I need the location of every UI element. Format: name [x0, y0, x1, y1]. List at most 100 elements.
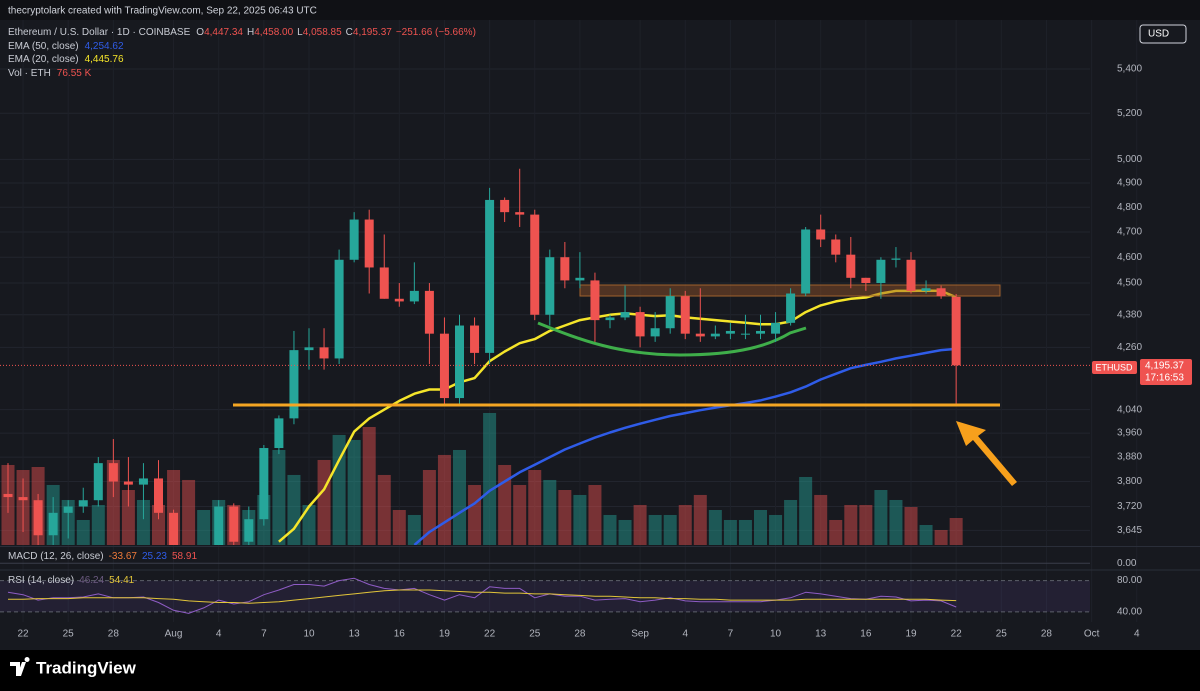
y-tick-label: 4,040 — [1117, 404, 1142, 415]
volume-bar — [483, 412, 497, 545]
top-bar — [0, 0, 1200, 20]
logo-icon — [10, 657, 30, 676]
volume-bar — [889, 499, 903, 545]
candle-body — [725, 330, 735, 334]
volume-bar — [648, 514, 662, 545]
price-tag — [1140, 359, 1192, 385]
volume-bar — [919, 524, 933, 545]
candle-body — [545, 257, 555, 315]
volume-bar — [769, 514, 783, 545]
candle-body — [123, 481, 133, 485]
y-tick-label: 5,200 — [1117, 108, 1142, 119]
symbol-tag — [1092, 361, 1137, 374]
legend-volume: Vol · ETH 76.55 K — [8, 68, 92, 79]
rsi-band — [0, 580, 1090, 612]
candle-body — [169, 512, 179, 545]
candle-body — [951, 296, 961, 366]
macd-legend: MACD (12, 26, close) -33.67 25.23 58.91 — [8, 551, 197, 562]
x-tick-label: 19 — [905, 629, 917, 640]
candle-body — [154, 478, 163, 513]
x-tick-label: Oct — [1084, 629, 1100, 640]
currency-box[interactable] — [1139, 24, 1187, 44]
rsi-ma-line — [8, 589, 957, 604]
candle-body — [786, 293, 796, 323]
volume-bar — [513, 484, 527, 545]
volume-bar — [934, 530, 948, 545]
volume-bar — [272, 449, 286, 545]
x-tick-label: Sep — [631, 629, 649, 640]
candle-body — [289, 350, 299, 419]
y-tick-label: 5,400 — [1117, 64, 1142, 75]
volume-bar — [121, 489, 135, 545]
candle-body — [78, 500, 88, 507]
background — [0, 0, 1200, 650]
volume-bar — [859, 504, 873, 545]
candle-body — [349, 219, 359, 260]
candle-body — [680, 296, 690, 334]
volume-bar — [949, 517, 963, 545]
x-tick-label: 16 — [860, 629, 872, 640]
candle-body — [48, 512, 58, 536]
candle-body — [18, 497, 28, 501]
candle-body — [861, 277, 871, 284]
volume-bar — [197, 510, 211, 545]
candle-body — [635, 312, 645, 337]
price-tag-price: 4,195.37 — [1145, 361, 1184, 372]
volume-bar — [498, 464, 512, 545]
candle-body — [605, 317, 615, 321]
rsi-tick-label: 80.00 — [1117, 575, 1142, 586]
volume-bar — [678, 504, 692, 545]
symbol-tag-label: ETHUSD — [1095, 362, 1133, 372]
candle-body — [665, 296, 675, 329]
legend-ohlc: Ethereum / U.S. Dollar · 1D · COINBASE O4… — [8, 27, 476, 38]
y-tick-label: 3,960 — [1117, 428, 1142, 439]
y-tick-label: 4,900 — [1117, 178, 1142, 189]
volume-bar — [347, 439, 361, 545]
volume-bar — [287, 474, 301, 545]
candle-body — [304, 347, 314, 351]
volume-bar — [558, 489, 572, 545]
x-tick-label: 10 — [303, 629, 315, 640]
candle-body — [740, 333, 750, 335]
volume-bar — [799, 476, 813, 545]
candle-body — [33, 500, 43, 536]
volume-bar — [573, 494, 587, 545]
candle-body — [560, 257, 570, 281]
x-tick-label: 7 — [261, 629, 267, 640]
x-tick-label: 22 — [484, 629, 496, 640]
candle-body — [138, 478, 148, 485]
candle-body — [515, 212, 525, 215]
footer — [0, 650, 1200, 691]
candle-body — [590, 280, 600, 321]
volume-bar — [392, 510, 406, 545]
candle-body — [876, 259, 886, 284]
y-tick-label: 3,720 — [1117, 501, 1142, 512]
volume-bar — [468, 484, 482, 545]
candle-body — [334, 259, 344, 359]
volume-bar — [362, 426, 376, 545]
candle-body — [831, 239, 841, 255]
candle-body — [710, 333, 720, 337]
x-tick-label: 25 — [529, 629, 541, 640]
candle-body — [379, 267, 389, 299]
x-tick-label: 22 — [17, 629, 29, 640]
candle-body — [394, 298, 404, 302]
volume-bar — [422, 469, 436, 545]
volume-bar — [723, 519, 737, 545]
volume-bar — [708, 510, 722, 545]
candle-body — [936, 288, 946, 297]
volume-bar — [76, 519, 90, 545]
candle-body — [470, 325, 480, 353]
volume-bar — [633, 504, 647, 545]
candle-body — [575, 277, 585, 281]
x-tick-label: 4 — [1134, 629, 1140, 640]
candle-body — [424, 290, 434, 334]
volume-bar — [528, 469, 542, 545]
volume-bar — [317, 459, 331, 545]
volume-bar — [663, 514, 677, 545]
x-tick-label: 10 — [770, 629, 782, 640]
volume-bar — [407, 514, 421, 545]
x-tick-label: 13 — [349, 629, 361, 640]
currency[interactable]: USD — [1148, 29, 1169, 40]
